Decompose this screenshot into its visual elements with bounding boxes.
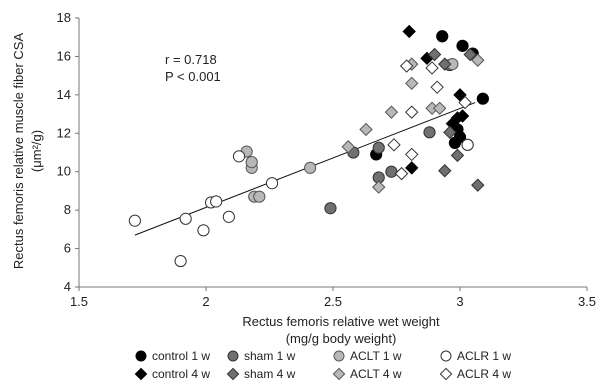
data-point [436, 30, 449, 43]
legend-marker [439, 367, 453, 381]
data-point [453, 88, 467, 102]
series-8-points [387, 59, 472, 181]
series-4-points [128, 138, 474, 268]
legend-label: ACLT 4 w [350, 367, 402, 381]
data-point [438, 164, 452, 178]
legend-marker [227, 350, 239, 362]
legend-marker [134, 367, 148, 381]
x-tick-label: 1.5 [70, 294, 88, 309]
data-point [179, 212, 192, 225]
legend-marker [135, 350, 147, 362]
data-point [245, 156, 258, 169]
y-tick-label: 18 [57, 10, 71, 25]
x-tick-label: 3.5 [578, 294, 596, 309]
y-tick-label: 10 [57, 164, 71, 179]
data-point [402, 24, 416, 39]
data-point [476, 92, 489, 105]
data-point [253, 190, 266, 203]
legend-label: ACLT 1 w [350, 349, 402, 363]
data-point [197, 224, 210, 237]
data-point [359, 122, 373, 137]
y-tick-label: 14 [57, 87, 71, 102]
x-axis-label-line-2: (mg/g body weight) [286, 331, 397, 346]
data-point [456, 39, 469, 52]
data-point [458, 95, 472, 110]
data-point [128, 214, 141, 227]
data-point [471, 178, 485, 192]
data-point [174, 254, 187, 268]
legend-marker [440, 350, 452, 362]
data-point [405, 147, 419, 162]
legend-label: control 1 w [152, 349, 210, 363]
data-point [232, 150, 246, 163]
data-point [455, 109, 470, 123]
legend-label: control 4 w [152, 367, 210, 381]
legend-label: sham 1 w [244, 349, 296, 363]
data-point [265, 177, 279, 190]
data-point [405, 105, 419, 119]
data-point [432, 101, 447, 116]
legend-marker [226, 367, 240, 381]
data-point [210, 195, 223, 208]
data-point [423, 126, 436, 139]
data-point [387, 138, 401, 152]
y-tick-label: 4 [64, 279, 71, 294]
legend-marker [332, 367, 346, 381]
data-point [385, 165, 398, 178]
data-point [463, 47, 477, 62]
legend-layer: control 1 w sham 1 w ACLT 1 w ACLR 1 w contr… [134, 349, 511, 381]
data-point [405, 161, 419, 175]
data-point [443, 125, 457, 140]
x-tick-label: 3 [456, 294, 463, 309]
data-point [304, 161, 317, 174]
x-axis-label-line-1: Rectus femoris relative wet weight [242, 314, 440, 329]
data-point [427, 47, 442, 62]
series-6-points [427, 47, 485, 192]
data-point [324, 202, 337, 215]
data-point [394, 166, 409, 181]
legend-label: sham 4 w [244, 367, 296, 381]
y-tick-label: 16 [57, 48, 71, 63]
y-tick-label: 8 [64, 202, 71, 217]
data-point [341, 140, 355, 154]
y-tick-label: 12 [57, 125, 71, 140]
points-layer [128, 24, 489, 268]
data-point [471, 53, 485, 67]
axes-layer: 4 6 8 10 12 14 16 18 1.5 2 2.5 3 3.5 [57, 10, 597, 309]
p-value-text: P < 0.001 [165, 69, 221, 84]
data-point [438, 57, 452, 71]
legend-label: ACLR 4 w [457, 367, 511, 381]
legend-label: ACLR 1 w [457, 349, 511, 363]
labels-layer: Rectus femoris relative wet weight (mg/g… [11, 33, 440, 346]
data-point [399, 59, 414, 73]
legend-marker [333, 350, 345, 362]
y-axis-label-line-2: (μm²/g) [29, 130, 44, 172]
x-tick-label: 2.5 [324, 294, 342, 309]
data-point [372, 180, 386, 194]
data-point [372, 141, 385, 154]
correlation-text: r = 0.718 [165, 52, 217, 67]
data-point [222, 210, 235, 223]
data-point [450, 148, 465, 163]
data-point [405, 76, 419, 91]
data-point [425, 61, 439, 75]
series-7-points [341, 53, 485, 194]
data-point [430, 80, 444, 94]
x-tick-label: 2 [202, 294, 209, 309]
data-point [384, 105, 399, 119]
y-axis-label-line-1: Rectus femoris relative muscle fiber CSA [11, 33, 26, 270]
data-point [461, 138, 474, 151]
y-tick-label: 6 [64, 241, 71, 256]
